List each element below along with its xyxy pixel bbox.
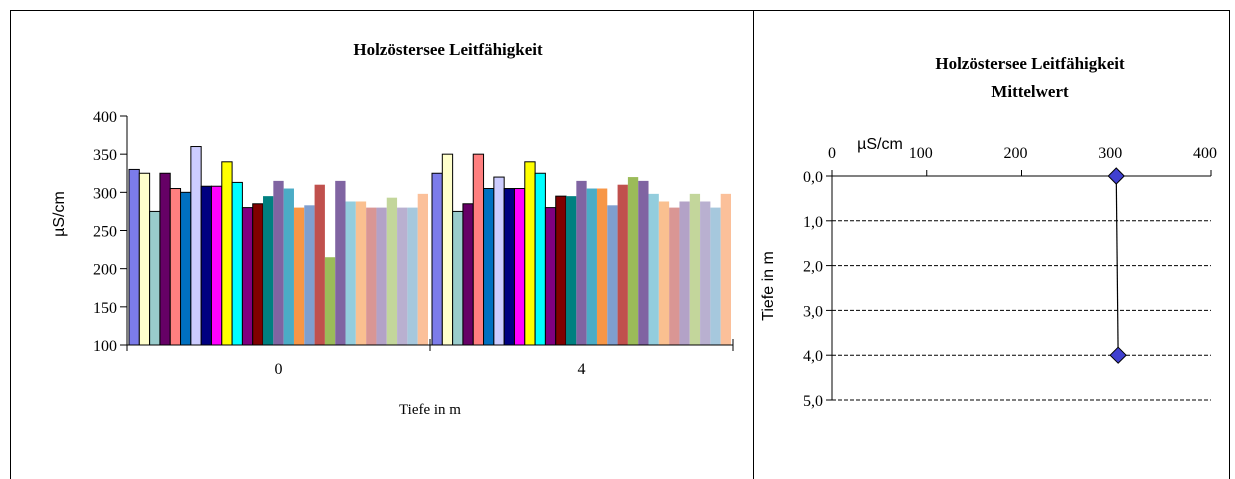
bar	[669, 207, 680, 345]
bar	[159, 172, 171, 346]
bar	[617, 184, 628, 345]
profile-chart: Holzöstersee Leitfähigkeit Mittelwert 0 1…	[760, 54, 1217, 410]
bar-x-tick-label: 0	[275, 361, 283, 378]
profile-marker	[1109, 346, 1127, 364]
bar-y-axis-label: µS/cm	[51, 191, 68, 237]
bar-y-tick-label: 300	[93, 185, 117, 202]
bar	[210, 185, 223, 346]
right-panel-border	[753, 10, 1230, 479]
bar	[720, 193, 731, 345]
bar	[252, 203, 264, 346]
bar	[283, 188, 294, 345]
bar	[407, 207, 418, 345]
bar	[304, 205, 315, 345]
profile-y-tick-label: 5,0	[803, 393, 823, 410]
bar	[607, 205, 618, 345]
profile-marker	[1107, 167, 1125, 185]
bar	[324, 257, 336, 345]
bar	[452, 210, 464, 346]
bar	[431, 172, 443, 346]
bar	[138, 172, 151, 346]
profile-grid	[832, 220, 1211, 401]
bar	[462, 203, 474, 346]
bar	[586, 188, 597, 345]
bar	[293, 207, 305, 345]
bar	[576, 180, 587, 345]
profile-y-axis-label: Tiefe in m	[760, 251, 777, 321]
bar	[658, 201, 670, 345]
bar	[335, 180, 346, 345]
bar	[241, 207, 254, 346]
bar-x-axis-label: Tiefe in m	[399, 402, 461, 418]
bar	[263, 196, 274, 345]
bar-series	[128, 146, 731, 346]
bar	[648, 193, 659, 345]
bar	[700, 201, 711, 345]
bar	[169, 188, 182, 346]
bar	[190, 146, 202, 346]
bar	[566, 196, 577, 345]
profile-y-tick-label: 3,0	[803, 303, 823, 320]
bar	[397, 207, 408, 345]
bar	[679, 201, 690, 345]
profile-y-tick-label: 0,0	[803, 169, 823, 186]
bar	[534, 172, 546, 346]
bar	[524, 161, 536, 346]
bar	[345, 201, 356, 345]
bar	[386, 197, 398, 345]
bar	[513, 188, 526, 346]
bar	[180, 191, 192, 346]
bar	[627, 177, 639, 345]
bar	[441, 153, 454, 346]
bar	[689, 193, 701, 345]
profile-y-tick-label: 4,0	[803, 348, 823, 365]
bar	[221, 161, 233, 346]
bar-y-tick-label: 400	[93, 109, 117, 126]
profile-y-tick-label: 1,0	[803, 214, 823, 231]
bar	[544, 207, 557, 346]
bar-y-tick-label: 250	[93, 224, 117, 241]
profile-x-tick-label: 200	[1004, 145, 1028, 162]
bar	[355, 201, 367, 345]
profile-x-tick-label: 300	[1098, 145, 1122, 162]
bar-y-tick-label: 350	[93, 147, 117, 164]
bar-y-tick-label: 150	[93, 300, 117, 317]
bar	[149, 210, 161, 346]
bar-y-tick-label: 200	[93, 262, 117, 279]
bar	[503, 188, 515, 346]
bar	[638, 180, 649, 345]
bar	[231, 181, 243, 346]
profile-line	[1115, 175, 1119, 356]
bar	[366, 207, 377, 345]
bar-chart: Holzöstersee Leitfähigkeit 100 150 200 250 3…	[51, 40, 734, 418]
bar	[128, 168, 140, 346]
profile-chart-title: Holzöstersee Leitfähigkeit	[935, 54, 1125, 73]
bar	[555, 195, 567, 346]
bar	[200, 185, 212, 346]
bar-y-axis: 100 150 200 250 300 350 400	[93, 109, 128, 355]
bar	[483, 188, 495, 346]
profile-x-tick-label: 0	[828, 145, 836, 162]
bar	[417, 193, 428, 345]
profile-x-tick-label: 100	[909, 145, 933, 162]
profile-series	[1107, 167, 1127, 364]
bar	[596, 188, 608, 345]
bar	[710, 207, 721, 345]
bar	[273, 180, 284, 345]
bar	[314, 184, 325, 345]
profile-axes: 0 100 200 300 400 0,0 1,0 2,0 3,0 4,0 5,0	[803, 145, 1217, 410]
profile-y-tick-label: 2,0	[803, 259, 823, 276]
profile-chart-subtitle: Mittelwert	[991, 82, 1069, 101]
profile-x-axis-label: µS/cm	[857, 136, 903, 153]
profile-x-tick-label: 400	[1193, 145, 1217, 162]
bar-chart-title: Holzöstersee Leitfähigkeit	[353, 40, 543, 59]
bar-x-tick-label: 4	[578, 361, 586, 378]
bar	[376, 207, 387, 345]
bar	[493, 176, 505, 346]
bar-y-tick-label: 100	[93, 338, 117, 355]
bar	[472, 153, 485, 346]
